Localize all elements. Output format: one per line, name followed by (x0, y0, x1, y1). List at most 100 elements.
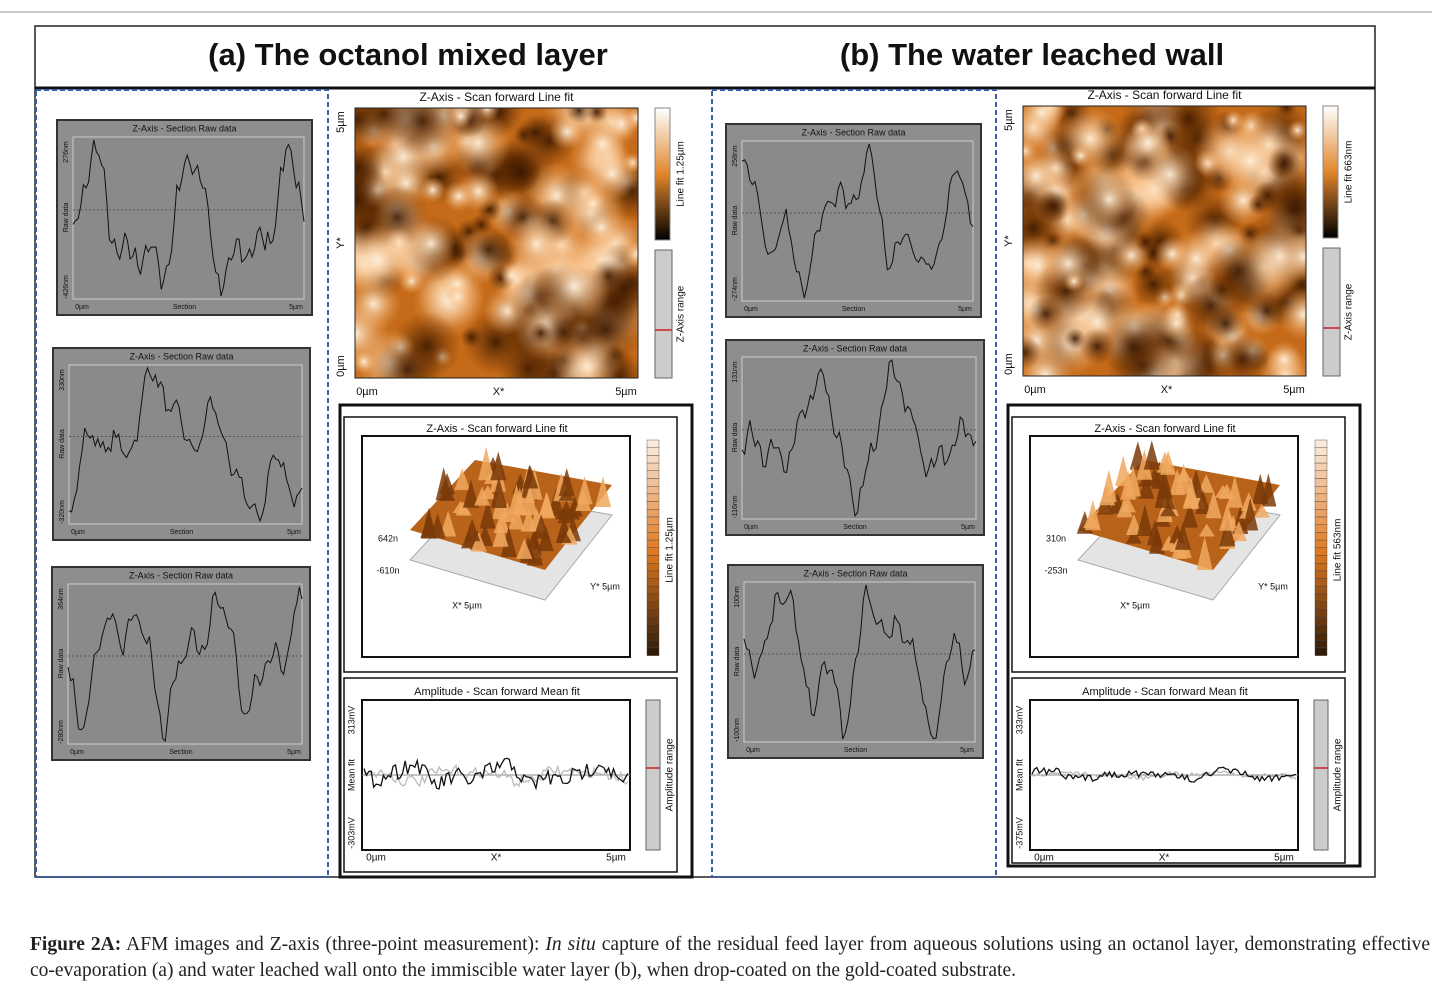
label: 0µm (744, 306, 758, 313)
colorbar (1323, 106, 1338, 238)
label: 333mV (1014, 706, 1024, 735)
colorbar-stripe (1315, 548, 1327, 556)
label: X* (1159, 853, 1170, 864)
label: Z-Axis range (676, 285, 687, 342)
colorbar-stripe (647, 609, 659, 617)
grain (1079, 328, 1116, 365)
colorbar-stripe (1315, 609, 1327, 617)
grain (549, 114, 585, 150)
label: Y* (1003, 234, 1015, 246)
colorbar-stripe (647, 586, 659, 594)
label: Z-Axis - Scan forward Line fit (426, 423, 567, 435)
label: 5µm (289, 304, 303, 311)
grain (1083, 173, 1136, 226)
label: Raw data (732, 206, 739, 236)
grain (1253, 181, 1282, 210)
grain (1069, 145, 1091, 167)
label: Z-Axis - Section Raw data (132, 123, 236, 133)
label: Section (170, 529, 193, 536)
colorbar-stripe (647, 440, 659, 448)
label: 0µm (1003, 353, 1015, 375)
grain (529, 321, 553, 345)
colorbar-stripe (1315, 509, 1327, 517)
label: Section (843, 524, 866, 531)
grain (1247, 291, 1286, 330)
profile-frame (742, 357, 976, 519)
label: 5µm (960, 747, 974, 754)
grain (1064, 271, 1084, 291)
figure: (a) The octanol mixed layer Z-Axis - Sect… (0, 0, 1432, 900)
colorbar-stripe (647, 571, 659, 579)
label: Y* 5µm (1258, 581, 1288, 591)
grain (1279, 232, 1329, 282)
label: Section (844, 747, 867, 754)
grain (517, 114, 553, 150)
colorbar-stripe (647, 525, 659, 533)
grain (580, 190, 606, 216)
label: Raw data (734, 647, 741, 677)
colorbar-stripe (647, 471, 659, 479)
label: Amplitude - Scan forward Mean fit (414, 686, 580, 698)
label: 0µm (1034, 853, 1054, 864)
colorbar-stripe (647, 448, 659, 456)
colorbar-stripe (1315, 479, 1327, 487)
colorbar (655, 108, 670, 240)
caption-label: Figure 2A: (30, 934, 121, 955)
label: 0µm (335, 355, 347, 377)
caption: Figure 2A: AFM images and Z-axis (three-… (30, 932, 1430, 984)
colorbar-stripe (647, 563, 659, 571)
label: Line fit 663nm (1344, 141, 1355, 204)
grain (342, 224, 414, 296)
label: 5µm (1283, 384, 1305, 396)
label: 642n (378, 533, 398, 543)
colorbar-stripe (1315, 640, 1327, 648)
caption-italic: In situ (545, 934, 595, 955)
label: Z-Axis - Section Raw data (803, 343, 907, 353)
label: X* 5µm (452, 600, 482, 610)
label: Y* 5µm (590, 581, 620, 591)
label: 5µm (287, 529, 301, 536)
colorbar-stripe (647, 463, 659, 471)
colorbar-stripe (647, 455, 659, 463)
label: Z-Axis - Section Raw data (129, 570, 233, 580)
label: 100nm (734, 586, 741, 608)
label: 0µm (1024, 384, 1046, 396)
label: 5µm (287, 749, 301, 756)
grain (406, 219, 456, 269)
label: 310n (1046, 533, 1066, 543)
label: X* (1161, 384, 1173, 396)
label: -274nm (732, 277, 739, 301)
label: -253n (1044, 565, 1067, 575)
colorbar-stripe (1315, 571, 1327, 579)
range-bar (1323, 248, 1340, 376)
label: 0µm (75, 304, 89, 311)
label: Mean fit (1014, 758, 1024, 791)
label: Line fit 563nm (1333, 519, 1344, 582)
colorbar-stripe (1315, 602, 1327, 610)
label: Section (173, 304, 196, 311)
grain (1275, 96, 1297, 118)
label: 0µm (70, 749, 84, 756)
grain (1138, 143, 1202, 207)
colorbar-stripe (1315, 463, 1327, 471)
colorbar-stripe (647, 648, 659, 656)
colorbar-stripe (1315, 532, 1327, 540)
colorbar-stripe (647, 556, 659, 564)
label: 0µm (356, 386, 378, 398)
grain (373, 335, 443, 405)
colorbar-stripe (1315, 502, 1327, 510)
label: X* (493, 386, 505, 398)
afm-texture (992, 85, 1331, 404)
label: Y* (335, 236, 347, 248)
label: Line fit 1.25µm (665, 517, 676, 583)
grain (537, 250, 610, 323)
label: Z-Axis - Scan forward Line fit (1094, 423, 1235, 435)
colorbar-stripe (1315, 517, 1327, 525)
panel-title: (a) The octanol mixed layer (208, 37, 608, 72)
label: 5µm (615, 386, 637, 398)
colorbar-stripe (647, 502, 659, 510)
colorbar-stripe (647, 633, 659, 641)
colorbar-stripe (1315, 455, 1327, 463)
label: -280nm (58, 720, 65, 744)
label: 5µm (606, 853, 626, 864)
